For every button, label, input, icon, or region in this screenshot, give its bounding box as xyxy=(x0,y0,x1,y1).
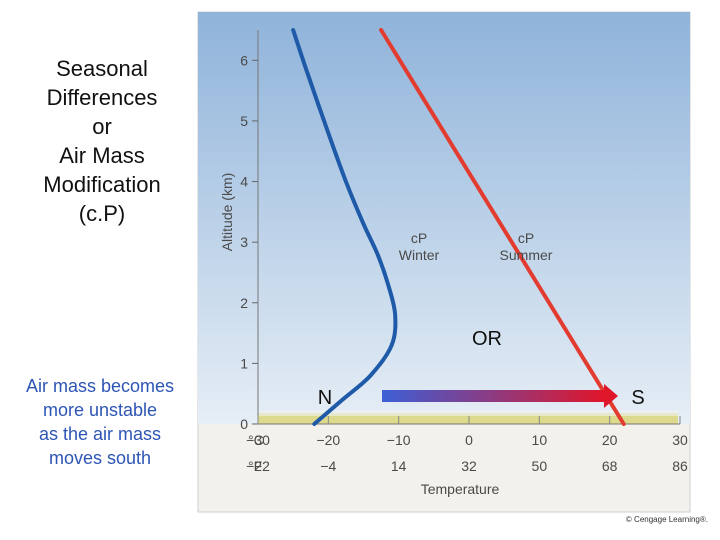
x-tick-label-fahrenheit: 50 xyxy=(532,458,548,474)
x-axis-fahrenheit-ticks: −22 −4 14 32 50 68 86 xyxy=(246,458,688,474)
x-tick-label-celsius: 30 xyxy=(672,432,688,448)
arrow-head xyxy=(604,384,618,408)
x-tick-label-fahrenheit: 68 xyxy=(602,458,618,474)
x-tick-label-fahrenheit: 14 xyxy=(391,458,407,474)
series-cp-summer-line xyxy=(379,28,626,426)
x-axis-celsius-ticks: −30 −20 −10 0 10 20 30 xyxy=(246,416,688,448)
cp-winter-label-line1: cP xyxy=(411,230,427,246)
x-tick-label-fahrenheit: 32 xyxy=(461,458,477,474)
instability-note: Air mass becomes more unstable as the ai… xyxy=(25,376,175,468)
south-label: S xyxy=(631,387,644,409)
x-tick-label-celsius: −30 xyxy=(246,432,270,448)
cp-summer-label-line1: cP xyxy=(518,230,534,246)
y-axis-label: Altitude (km) xyxy=(219,173,235,252)
x-tick-label-fahrenheit: −22 xyxy=(246,458,270,474)
cp-summer-label-line2: Summer xyxy=(500,247,553,263)
arrow-shaft xyxy=(382,390,604,402)
y-tick-label: 1 xyxy=(240,355,248,371)
x-tick-label-celsius: 10 xyxy=(532,432,548,448)
north-label: N xyxy=(318,387,332,409)
north-south-arrow xyxy=(382,384,618,408)
copyright-text: © Cengage Learning®. xyxy=(626,515,708,524)
x-tick-label-fahrenheit: −4 xyxy=(320,458,336,474)
sky-background xyxy=(198,12,690,424)
y-axis-ticks: 0 1 2 3 4 5 6 xyxy=(240,52,258,432)
y-tick-label: 0 xyxy=(240,416,248,432)
y-tick-label: 4 xyxy=(240,174,248,190)
x-tick-label-celsius: −20 xyxy=(316,432,340,448)
series-cp-winter-line xyxy=(291,28,398,426)
x-tick-label-celsius: −10 xyxy=(387,432,411,448)
x-axis-label: Temperature xyxy=(421,481,500,497)
or-label: OR xyxy=(472,328,502,350)
y-tick-label: 5 xyxy=(240,113,248,129)
ground-strip xyxy=(258,413,678,424)
celsius-unit-label: °C xyxy=(248,432,264,448)
x-tick-label-fahrenheit: 86 xyxy=(672,458,688,474)
x-tick-label-celsius: 20 xyxy=(602,432,618,448)
slide-title: Seasonal Differences or Air Mass Modific… xyxy=(43,56,161,226)
y-tick-label: 3 xyxy=(240,234,248,250)
y-tick-label: 6 xyxy=(240,52,248,68)
horizon-haze xyxy=(258,410,678,416)
y-tick-label: 2 xyxy=(240,295,248,311)
x-tick-label-celsius: 0 xyxy=(465,432,473,448)
cp-winter-label-line2: Winter xyxy=(399,247,440,263)
fahrenheit-unit-label: °F xyxy=(248,458,262,474)
